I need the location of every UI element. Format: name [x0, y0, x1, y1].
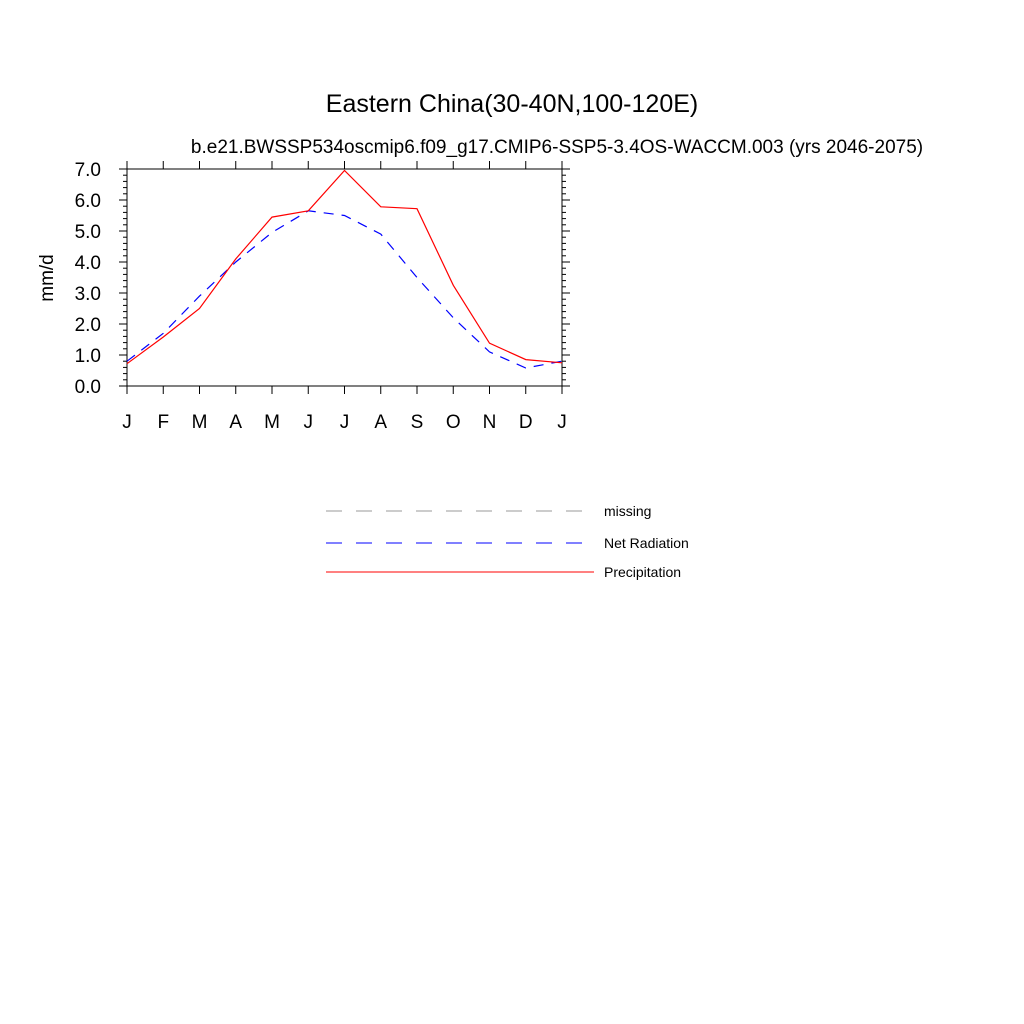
x-tick-label: M — [264, 412, 280, 433]
x-tick-label: S — [411, 412, 424, 433]
x-tick-label: D — [519, 412, 533, 433]
x-tick-label: J — [340, 412, 350, 433]
x-tick-label: M — [192, 412, 208, 433]
x-tick-label: J — [122, 412, 132, 433]
x-tick-label: N — [483, 412, 497, 433]
y-tick-label: 1.0 — [75, 346, 101, 367]
legend-label: Precipitation — [604, 564, 681, 580]
y-tick-label: 3.0 — [75, 284, 101, 305]
series-line-net-radiation — [126, 210, 563, 369]
y-axis-label: mm/d — [37, 254, 58, 302]
y-tick-label: 2.0 — [75, 315, 101, 336]
y-tick-label: 7.0 — [75, 160, 101, 181]
y-tick-label: 4.0 — [75, 253, 101, 274]
x-tick-label: J — [304, 412, 314, 433]
y-tick-label: 6.0 — [75, 191, 101, 212]
x-tick-label: F — [157, 412, 169, 433]
y-tick-label: 5.0 — [75, 222, 101, 243]
x-tick-label: O — [446, 412, 461, 433]
legend-label: Net Radiation — [604, 535, 689, 551]
x-tick-label: A — [374, 412, 387, 433]
y-tick-label: 0.0 — [75, 377, 101, 398]
plot-frame — [126, 168, 563, 387]
legend-label: missing — [604, 503, 651, 519]
chart-title: Eastern China(30-40N,100-120E) — [326, 90, 698, 118]
series-line-precipitation — [126, 169, 563, 365]
chart-subtitle: b.e21.BWSSP534oscmip6.f09_g17.CMIP6-SSP5… — [191, 137, 923, 158]
x-tick-label: A — [229, 412, 242, 433]
x-tick-label: J — [557, 412, 567, 433]
